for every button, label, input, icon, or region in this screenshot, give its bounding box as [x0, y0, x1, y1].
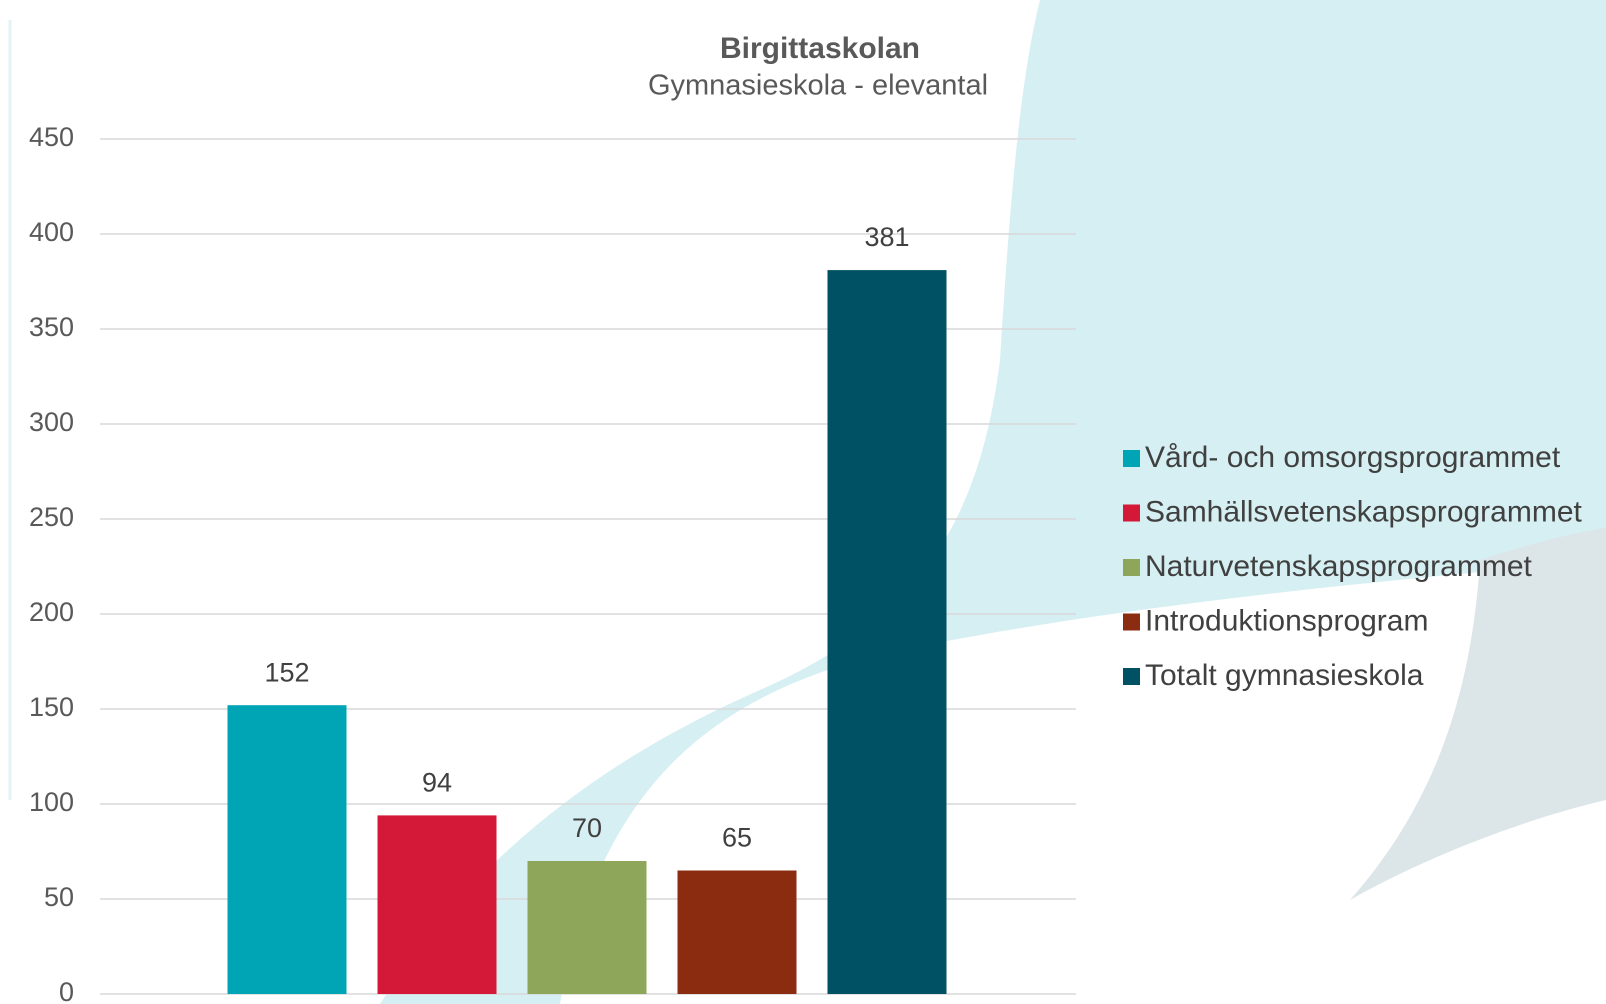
- legend-label: Introduktionsprogram: [1145, 604, 1428, 637]
- legend-swatch: [1123, 450, 1140, 467]
- value-label: 94: [422, 768, 452, 798]
- y-tick-label: 50: [44, 882, 74, 912]
- bar: [228, 705, 347, 994]
- bar: [528, 861, 647, 994]
- bar: [678, 871, 797, 995]
- y-tick-label: 0: [59, 977, 74, 1004]
- y-tick-label: 150: [29, 692, 74, 722]
- chart-title: Birgittaskolan: [720, 32, 920, 65]
- y-tick-label: 450: [29, 122, 74, 152]
- chart-subtitle: Gymnasieskola - elevantal: [648, 70, 988, 102]
- decor-shape: [1350, 528, 1606, 900]
- bar: [378, 815, 497, 994]
- y-tick-label: 300: [29, 407, 74, 437]
- y-tick-label: 200: [29, 597, 74, 627]
- value-label: 152: [264, 657, 309, 687]
- value-label: 70: [572, 813, 602, 843]
- y-tick-label: 400: [29, 217, 74, 247]
- chart: Birgittaskolan Gymnasieskola - elevantal…: [0, 0, 1606, 1004]
- legend-swatch: [1123, 559, 1140, 576]
- legend-swatch: [1123, 505, 1140, 522]
- legend-swatch: [1123, 668, 1140, 685]
- y-tick-label: 100: [29, 787, 74, 817]
- y-tick-label: 250: [29, 502, 74, 532]
- legend-label: Totalt gymnasieskola: [1145, 659, 1424, 692]
- legend-label: Vård- och omsorgsprogrammet: [1145, 441, 1561, 474]
- bar: [828, 270, 947, 994]
- legend-label: Samhällsvetenskapsprogrammet: [1145, 495, 1583, 528]
- value-label: 65: [722, 823, 752, 853]
- legend-label: Naturvetenskapsprogrammet: [1145, 550, 1533, 583]
- legend-swatch: [1123, 614, 1140, 631]
- y-tick-label: 350: [29, 312, 74, 342]
- value-label: 381: [864, 222, 909, 252]
